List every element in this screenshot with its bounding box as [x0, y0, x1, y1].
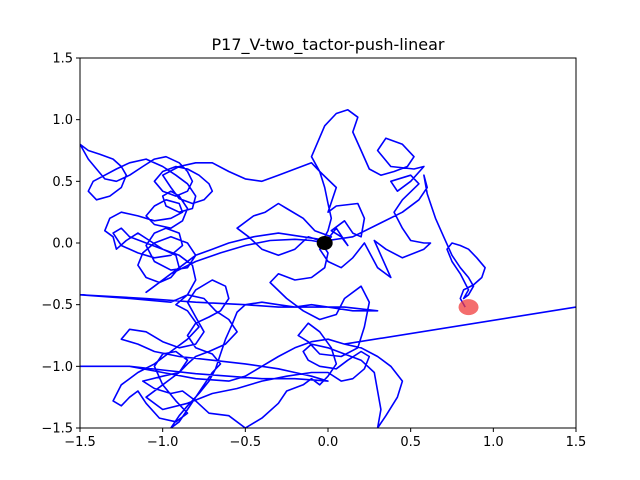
x-tick-label: 1.5	[566, 435, 587, 450]
start-marker	[316, 236, 333, 250]
y-tick-label: 0.0	[52, 237, 73, 252]
y-axis: −1.5 −1.0 −0.5 0.0 0.5 1.0 1.5	[41, 52, 80, 437]
y-tick-label: −0.5	[41, 298, 73, 313]
marker-layer	[316, 236, 479, 316]
x-tick-label: 0.0	[318, 435, 339, 450]
y-tick-label: 1.0	[52, 113, 73, 128]
y-tick-label: 1.5	[52, 52, 73, 67]
x-tick-label: −1.0	[147, 435, 179, 450]
y-tick-label: −1.5	[41, 422, 73, 437]
x-tick-label: −1.5	[64, 435, 96, 450]
trajectory-line-0	[80, 109, 576, 428]
x-axis: −1.5 −1.0 −0.5 0.0 0.5 1.0 1.5	[64, 428, 586, 450]
end-marker	[458, 299, 479, 316]
trajectory-layer	[80, 109, 576, 428]
chart-title: P17_V-two_tactor-push-linear	[211, 35, 444, 55]
x-tick-label: 1.0	[483, 435, 504, 450]
y-tick-label: 0.5	[52, 175, 73, 190]
y-tick-label: −1.0	[41, 360, 73, 375]
x-tick-label: −0.5	[230, 435, 262, 450]
x-tick-label: 0.5	[400, 435, 421, 450]
